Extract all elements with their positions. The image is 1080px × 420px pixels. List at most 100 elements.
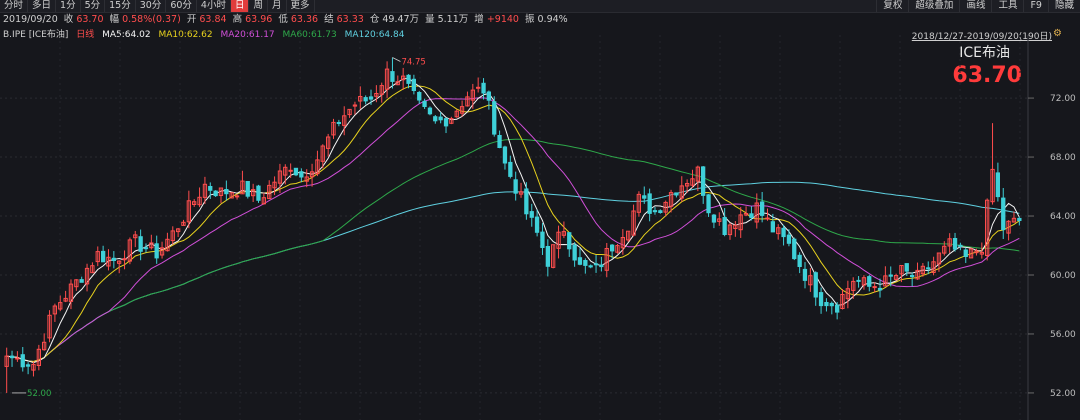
candle-body: [470, 89, 476, 101]
candle-body: [122, 258, 127, 261]
candle-body: [406, 74, 411, 84]
candle-body: [845, 288, 851, 300]
candle-body: [556, 231, 561, 249]
candle-body: [706, 194, 711, 214]
period-tab-7[interactable]: 4小时: [197, 0, 231, 12]
high-value: 63.96: [245, 14, 273, 25]
candle-body: [42, 341, 47, 351]
low-label: 低: [278, 14, 288, 25]
period-tab-2[interactable]: 1分: [56, 0, 81, 12]
candle-body: [883, 275, 888, 287]
amp-value: 0.94%: [537, 14, 568, 25]
candle-body: [610, 244, 615, 252]
ma120-value: MA120:64.84: [344, 30, 405, 40]
candle-body: [835, 304, 840, 313]
period-tab-10[interactable]: 月: [268, 0, 287, 12]
candle-body: [899, 265, 904, 275]
candle-body: [679, 185, 684, 199]
candle-body: [486, 91, 492, 101]
candle-body: [422, 100, 427, 108]
candle-body: [256, 185, 261, 201]
y-tick-label: 68.00: [1050, 153, 1076, 163]
candle-body: [776, 227, 781, 235]
period-tab-8[interactable]: 日: [230, 0, 250, 12]
candle-body: [867, 276, 872, 287]
candle-body: [743, 213, 749, 216]
close-value: 63.70: [76, 14, 104, 25]
candle-body: [438, 116, 443, 121]
tool-button-2[interactable]: 画线: [959, 0, 991, 12]
candle-body: [208, 186, 213, 191]
candle-body: [427, 107, 433, 115]
period-toolbar: 分时 多日 1分 5分 15分 30分 60分 4小时日周月更多: [0, 0, 1080, 13]
candle-body: [851, 280, 856, 291]
candle-body: [288, 169, 293, 172]
candle-body: [947, 238, 952, 247]
period-tab-0[interactable]: 分时: [0, 0, 29, 12]
candle-body: [529, 211, 534, 218]
candle-body: [52, 305, 58, 315]
candle-body: [808, 275, 813, 286]
period-tab-3[interactable]: 5分: [81, 0, 106, 12]
candle-body: [770, 221, 776, 233]
period-tab-11[interactable]: 更多: [287, 0, 315, 12]
tool-button-4[interactable]: F9: [1023, 0, 1048, 12]
candle-body: [545, 246, 551, 267]
candle-body: [111, 257, 116, 261]
candle-body: [990, 168, 995, 203]
candle-body: [197, 196, 202, 206]
candle-body: [765, 217, 770, 220]
candle-body: [958, 244, 963, 247]
period-tab-5[interactable]: 30分: [136, 0, 167, 12]
candle-body: [267, 184, 272, 200]
candle-body: [668, 192, 674, 207]
candle-body: [963, 249, 968, 257]
candle-body: [829, 302, 834, 307]
candle-body: [888, 274, 893, 277]
candle-body: [497, 135, 502, 148]
period-tab-1[interactable]: 多日: [28, 0, 57, 12]
candle-body: [90, 265, 95, 274]
high-marker-line: [392, 57, 401, 62]
tool-button-0[interactable]: 复权: [876, 0, 908, 12]
candle-body: [454, 110, 459, 118]
amp-label: 振: [524, 14, 535, 25]
candle-body: [797, 254, 802, 268]
period-tab-6[interactable]: 60分: [166, 0, 197, 12]
period-tab-9[interactable]: 周: [249, 0, 268, 12]
candle-body: [518, 191, 524, 195]
candle-body: [754, 202, 759, 223]
quote-date: 2019/09/20: [3, 14, 58, 25]
period-tab-4[interactable]: 15分: [105, 0, 136, 12]
tool-button-3[interactable]: 工具: [991, 0, 1023, 12]
candle-body: [481, 82, 486, 94]
candle-body: [620, 237, 626, 249]
tool-button-1[interactable]: 超级叠加: [908, 0, 959, 12]
ma60-line: [6, 138, 1020, 363]
candle-body: [1006, 220, 1011, 234]
candle-body: [127, 239, 132, 262]
candle-body: [309, 171, 315, 178]
candle-body: [476, 86, 481, 89]
date-range[interactable]: 2018/12/27-2019/09/20(190日): [911, 32, 1052, 42]
candle-body: [245, 181, 250, 197]
candle-body: [968, 248, 974, 259]
candle-body: [824, 302, 829, 307]
candle-body: [218, 187, 224, 196]
candle-body: [561, 231, 567, 236]
candle-body: [95, 251, 100, 263]
tool-button-5[interactable]: 隐藏: [1047, 0, 1080, 12]
ma60-value: MA60:61.73: [282, 30, 337, 40]
candle-body: [534, 216, 540, 233]
candle-body: [240, 180, 245, 195]
volume-value: 5.11万: [437, 14, 469, 25]
candle-body: [47, 314, 52, 339]
candle-body: [642, 195, 647, 199]
candle-body: [513, 179, 518, 194]
candle-body: [1011, 217, 1017, 223]
candle-body: [277, 170, 283, 184]
settings-icon[interactable]: ⚙: [1053, 28, 1062, 39]
candle-body: [449, 118, 454, 124]
